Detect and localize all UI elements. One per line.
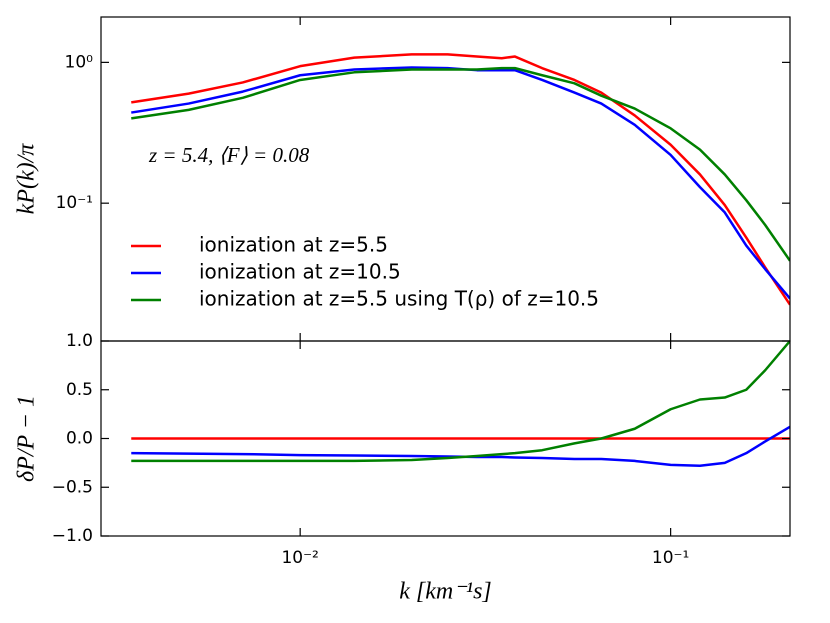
annotation: z = 5.4, ⟨F⟩ = 0.08 (148, 143, 310, 167)
series-line (131, 53, 790, 306)
x-tick-label: 10⁻² (281, 548, 318, 568)
y-axis-label: δP/P − 1 (14, 395, 40, 482)
series-line (131, 425, 790, 468)
series-line (131, 66, 790, 300)
y-tick-label: 10⁻¹ (56, 193, 93, 213)
legend-label: ionization at z=10.5 (199, 260, 401, 284)
y-tick-label: 0.5 (66, 380, 93, 400)
legend-label: ionization at z=5.5 (199, 233, 388, 257)
x-axis-label: k [km⁻¹s] (399, 579, 492, 605)
y-tick-label: 10⁰ (65, 52, 94, 72)
series-line (131, 341, 790, 463)
series-line (131, 66, 790, 262)
y-tick-label: 0.0 (66, 429, 93, 449)
legend-label: ionization at z=5.5 using T(ρ) of z=10.5 (199, 287, 599, 311)
y-tick-label: −1.0 (52, 526, 93, 546)
y-tick-label: −0.5 (52, 477, 93, 497)
y-axis-label: kP(k)/π (14, 143, 40, 215)
y-tick-label: 1.0 (66, 331, 93, 351)
x-tick-label: 10⁻¹ (652, 548, 689, 568)
